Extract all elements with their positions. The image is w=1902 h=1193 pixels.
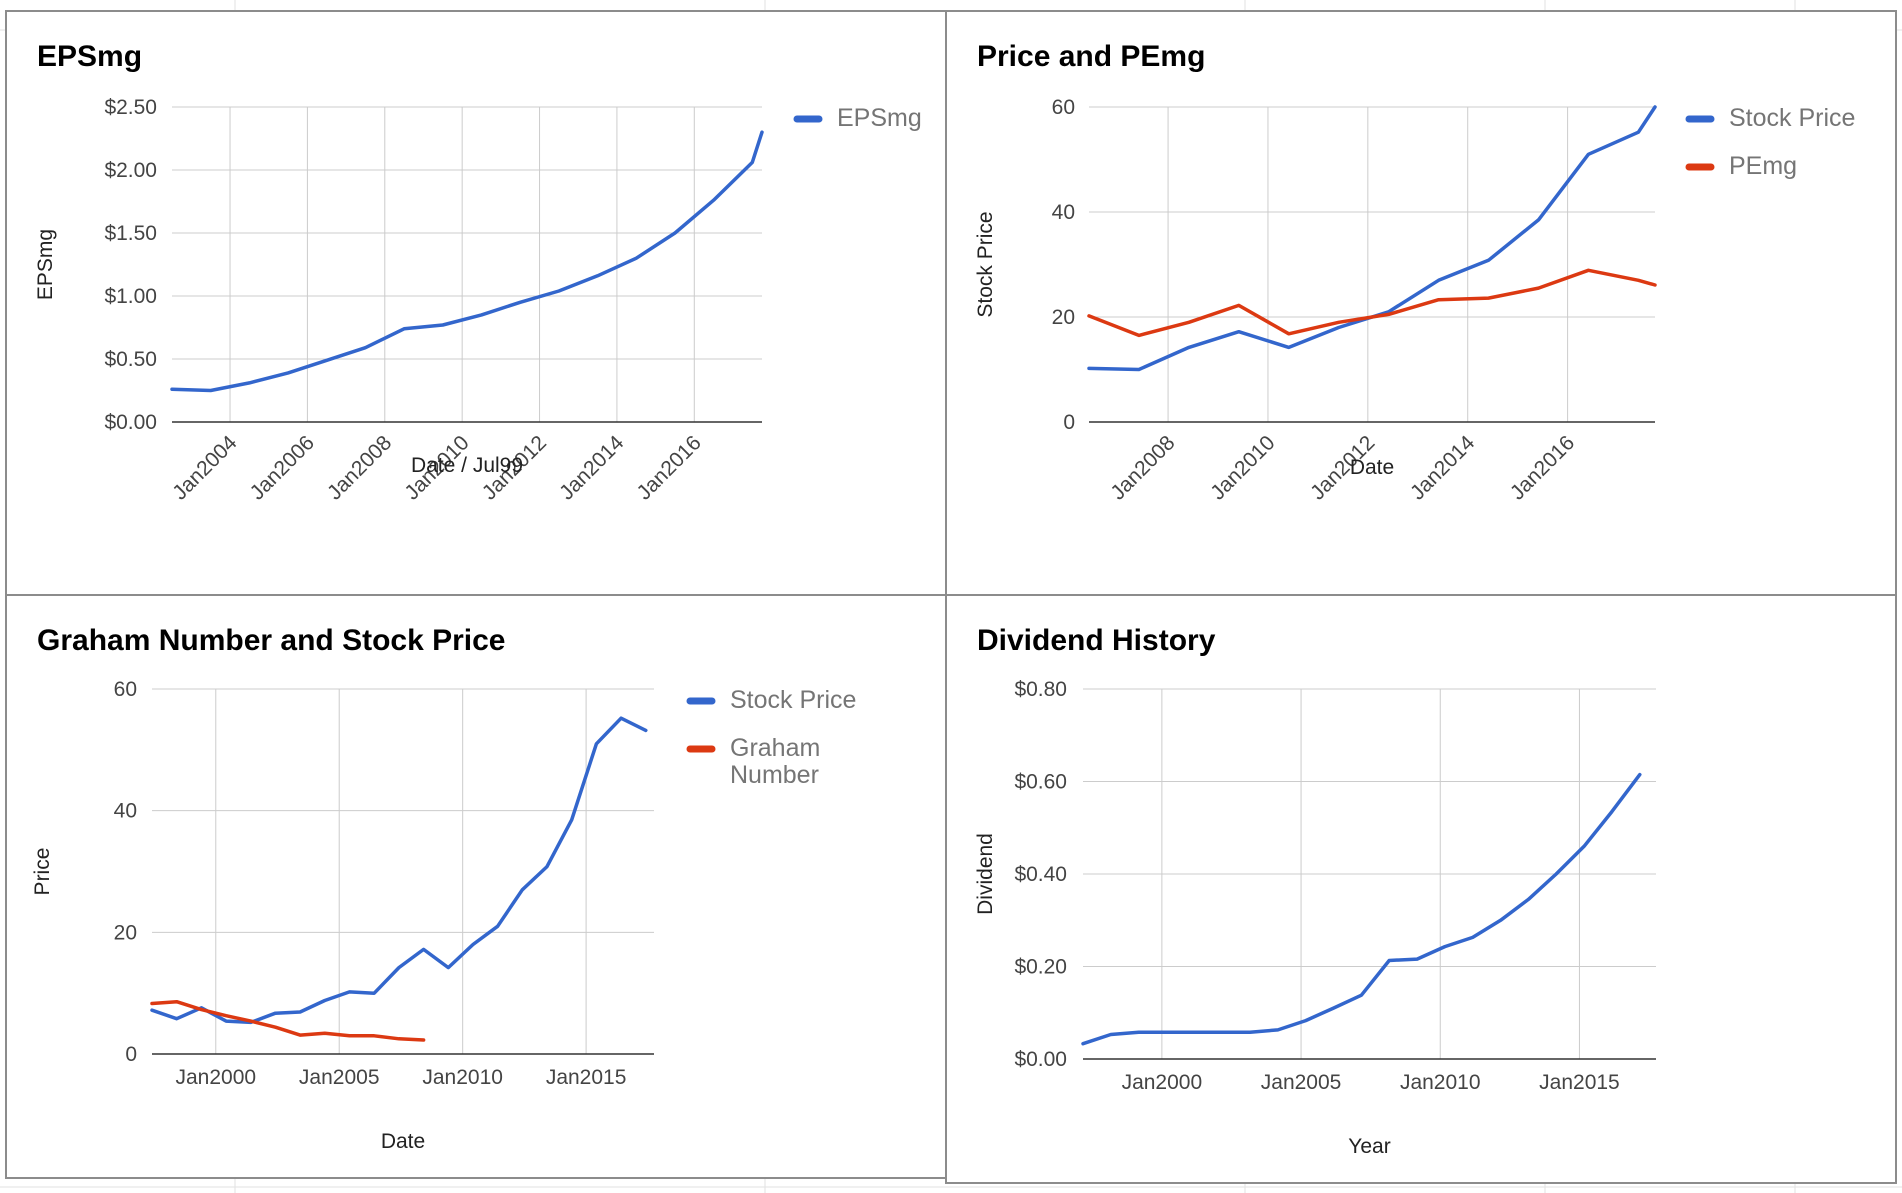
legend-entry-graham-number: Graham — [730, 734, 820, 762]
series-line-epsmg — [170, 130, 764, 393]
gridlines — [1089, 106, 1655, 423]
chart-title: Graham Number and Stock Price — [37, 624, 506, 657]
x-tick-label: Jan2006 — [246, 431, 319, 504]
series-line-pemg — [1087, 268, 1657, 338]
series-line-series — [1081, 772, 1642, 1046]
x-tick-label: Jan2005 — [1261, 1071, 1342, 1094]
legend-entry-stock-price: Stock Price — [730, 686, 856, 714]
x-tick-label: Jan2014 — [1406, 431, 1479, 504]
y-tick-label: $0.50 — [104, 348, 157, 371]
x-axis-title: Date — [1350, 456, 1394, 479]
y-tick-label: 20 — [1052, 306, 1075, 329]
x-tick-label: Jan2000 — [1122, 1071, 1203, 1094]
graham-number-chart: 0 20 40 60 Jan2000 Jan2005 Jan2010 Jan2015 Date P… — [31, 678, 856, 1153]
x-tick-label: Jan2015 — [546, 1066, 627, 1089]
x-axis-title: Date — [381, 1130, 425, 1153]
chart-title: Price and PEmg — [977, 40, 1206, 73]
series-line-stock-price — [1087, 105, 1657, 372]
chart-panel-price-and-pemg[interactable]: Price and PEmg 0 20 40 60 Jan2008 Jan2010 Jan2… — [945, 10, 1897, 596]
series-line-stock-price — [150, 716, 648, 1025]
y-tick-label: $0.40 — [1014, 863, 1067, 886]
y-tick-label: 20 — [114, 921, 137, 944]
dividend-history-chart: $0.00 $0.20 $0.40 $0.60 $0.80 Jan2000 Jan2005 J… — [974, 678, 1656, 1158]
x-tick-label: Jan2016 — [1506, 431, 1579, 504]
x-tick-label: Jan2015 — [1539, 1071, 1620, 1094]
gridlines — [172, 106, 762, 423]
x-tick-label: Jan2008 — [1106, 431, 1179, 504]
legend-entry-stock-price: Stock Price — [1729, 104, 1855, 132]
series-line-graham-number — [150, 999, 426, 1042]
y-tick-label: 60 — [114, 678, 137, 701]
y-tick-label: $0.00 — [1014, 1048, 1067, 1071]
x-tick-label: Jan2004 — [168, 431, 241, 504]
y-tick-label: $2.50 — [104, 96, 157, 119]
x-tick-label: Jan2016 — [633, 431, 706, 504]
y-tick-label: 0 — [125, 1043, 137, 1066]
y-tick-label: $2.00 — [104, 159, 157, 182]
chart-title: Dividend History — [977, 624, 1216, 657]
gridlines — [152, 688, 654, 1055]
y-tick-label: 0 — [1063, 411, 1075, 434]
x-tick-label: Jan2010 — [1206, 431, 1279, 504]
legend-entry-pemg: PEmg — [1729, 152, 1797, 180]
y-tick-label: $1.50 — [104, 222, 157, 245]
y-tick-label: 40 — [1052, 201, 1075, 224]
legend-entry-graham-number: Number — [730, 761, 819, 789]
chart-panel-graham-number[interactable]: Graham Number and Stock Price 0 20 40 60 Jan… — [5, 594, 947, 1179]
y-tick-label: $0.80 — [1014, 678, 1067, 701]
y-tick-label: $0.00 — [104, 411, 157, 434]
chart-panel-dividend-history[interactable]: Dividend History $0.00 $0.20 $0.40 $0.60 $0.… — [945, 594, 1897, 1184]
x-axis-title: Year — [1348, 1135, 1390, 1158]
chart-panel-epsmg[interactable]: EPSmg $0.00 $0.50 $1.00 $1.50 $2.00 $2.50 Jan2… — [5, 10, 947, 596]
y-axis-title: EPSmg — [34, 229, 57, 300]
y-tick-label: $1.00 — [104, 285, 157, 308]
x-tick-label: Jan2010 — [1400, 1071, 1481, 1094]
x-tick-label: Jan2008 — [323, 431, 396, 504]
y-tick-label: 60 — [1052, 96, 1075, 119]
y-axis-title: Dividend — [974, 833, 997, 915]
gridlines — [1083, 688, 1656, 1060]
x-axis-title: Date / Jul99 — [411, 454, 523, 477]
chart-title: EPSmg — [37, 40, 143, 73]
x-tick-label: Jan2000 — [175, 1066, 256, 1089]
y-axis-title: Stock Price — [974, 211, 997, 317]
y-tick-label: 40 — [114, 800, 137, 823]
y-tick-label: $0.20 — [1014, 956, 1067, 979]
y-tick-label: $0.60 — [1014, 771, 1067, 794]
x-tick-label: Jan2014 — [555, 431, 628, 504]
legend-entry-epsmg: EPSmg — [837, 104, 922, 132]
x-tick-label: Jan2005 — [299, 1066, 380, 1089]
y-axis-title: Price — [31, 848, 54, 896]
x-tick-label: Jan2010 — [422, 1066, 503, 1089]
